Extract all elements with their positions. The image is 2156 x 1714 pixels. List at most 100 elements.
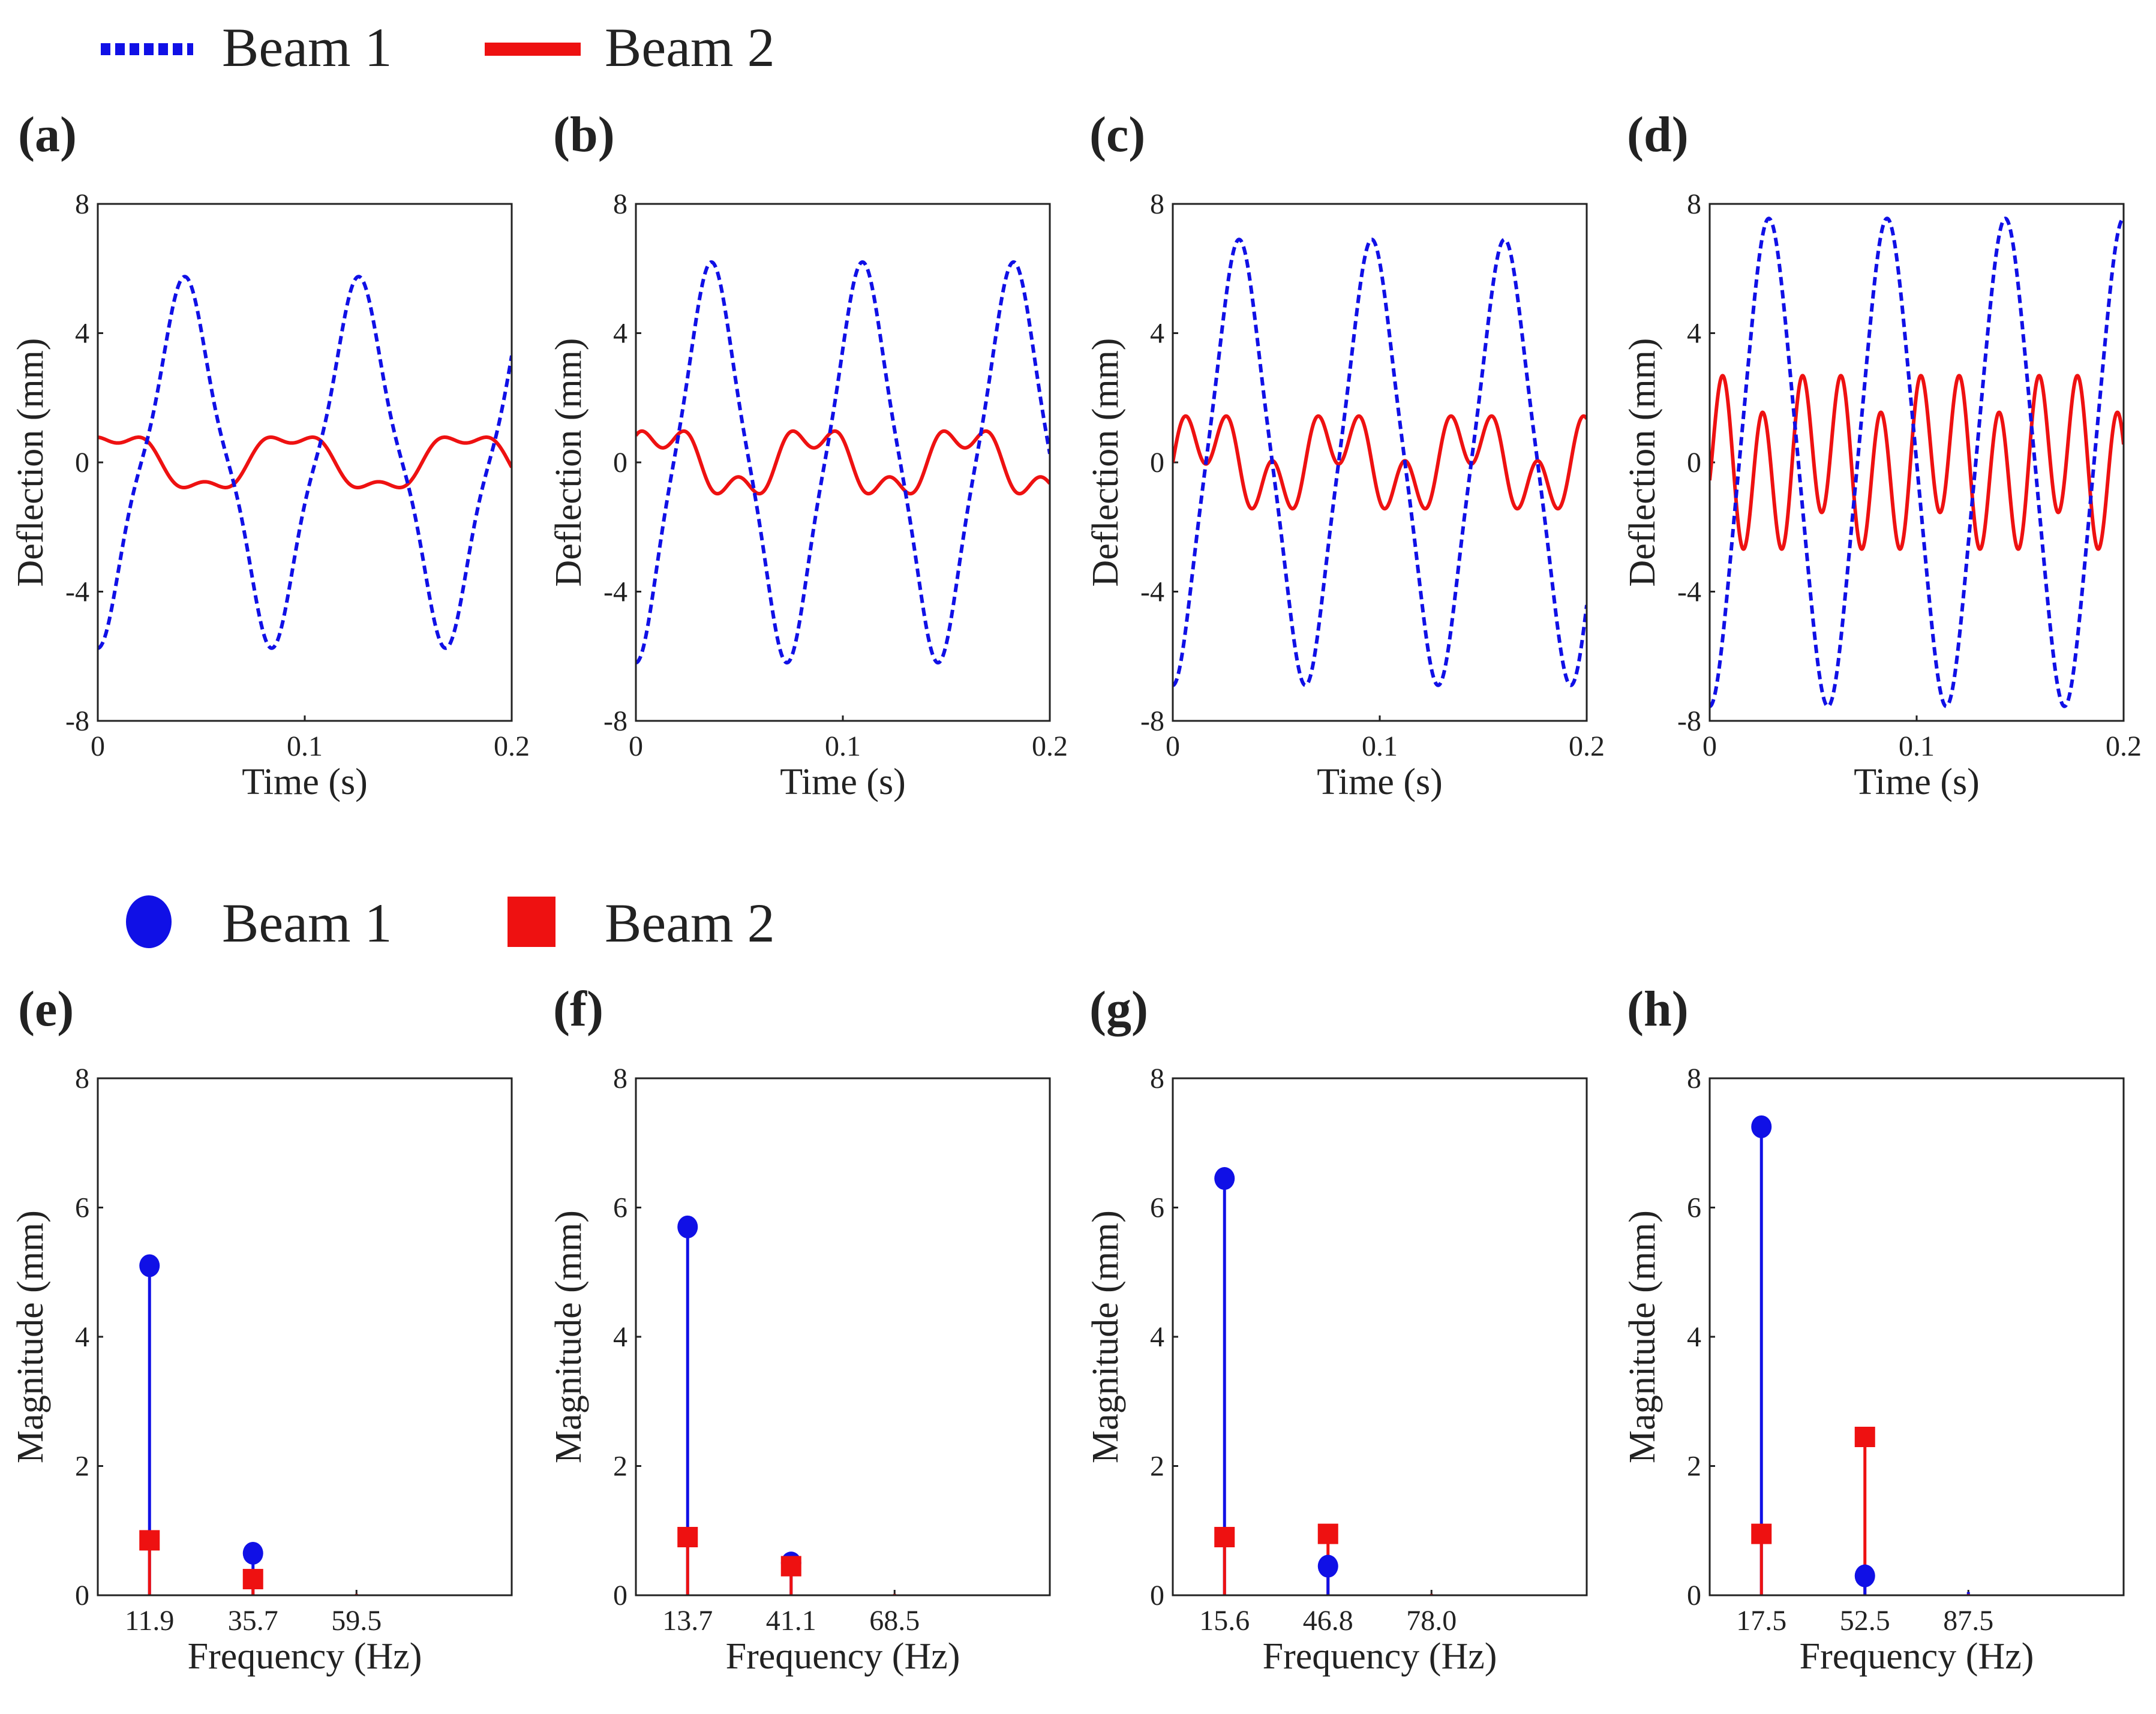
panel-f-xtick-label: 41.1	[766, 1605, 816, 1637]
panel-a-ylabel: Deflection (mm)	[10, 338, 51, 587]
panel-c-data	[1173, 237, 1587, 687]
panel-f-ytick-label: 8	[613, 1063, 627, 1094]
panel-f-beam1-marker	[677, 1215, 698, 1238]
panel-g-ytick-label: 8	[1150, 1063, 1164, 1094]
panel-g-ytick-label: 4	[1150, 1321, 1164, 1353]
panel-f-ytick-label: 2	[613, 1451, 627, 1483]
panel-f-xtick-label: 68.5	[869, 1605, 920, 1637]
panel-b-data	[636, 260, 1050, 665]
panel-e-ytick-label: 6	[75, 1192, 89, 1224]
panel-c-xlabel: Time (s)	[1317, 762, 1443, 802]
panel-d-frame	[1708, 203, 2125, 722]
panel-e-xlabel: Frequency (Hz)	[188, 1636, 422, 1677]
panel-f-beam2-marker	[780, 1556, 801, 1577]
panel-d-ytick-label: 8	[1687, 188, 1701, 220]
panel-e-beam1-marker	[139, 1254, 160, 1277]
panel-f-xlabel: Frequency (Hz)	[726, 1636, 960, 1677]
panel-c-ytick-label: 4	[1150, 318, 1164, 350]
panel-c-ytick-label: -8	[1140, 705, 1164, 737]
panel-h-ytick-label: 8	[1687, 1063, 1701, 1094]
panel-c-xtick-label: 0	[1166, 730, 1180, 762]
panel-h-xtick-label: 52.5	[1840, 1605, 1890, 1637]
panel-d-ylabel: Deflection (mm)	[1622, 338, 1663, 587]
panel-h: (h) 17.5 52.5 87.5 0 2 4 6 8 Frequency (Hz) Magnit…	[1622, 981, 2125, 1677]
panel-c-xtick-label: 0.2	[1569, 730, 1605, 762]
panel-b-ytick-label: -4	[603, 576, 627, 608]
panel-g-frame	[1172, 1077, 1588, 1596]
panel-h-beam1-marker	[1751, 1115, 1772, 1138]
panel-g-ytick-label: 6	[1150, 1192, 1164, 1224]
panel-d-ytick-label: 4	[1687, 318, 1701, 350]
panel-a-ytick-label: -8	[65, 705, 89, 737]
panel-b-ytick-label: -8	[603, 705, 627, 737]
panel-e-beam2-marker	[242, 1569, 263, 1590]
panel-a-xlabel: Time (s)	[242, 762, 368, 802]
panel-d-beam1-line	[1710, 216, 2124, 708]
panel-f-ytick-label: 4	[613, 1321, 627, 1353]
panel-h-xtick-label: 17.5	[1736, 1605, 1786, 1637]
panel-f-ylabel: Magnitude (mm)	[548, 1210, 589, 1463]
panel-e-ytick-label: 0	[75, 1580, 89, 1611]
panel-e-beam1-marker	[242, 1541, 263, 1565]
panel-c-ylabel: Deflection (mm)	[1085, 338, 1126, 587]
panel-h-beam2-marker	[1751, 1523, 1772, 1544]
legend-bottom-beam2-marker	[508, 897, 555, 947]
panel-e-beam2-marker	[139, 1530, 160, 1551]
panel-g-xtick-label: 46.8	[1303, 1605, 1353, 1637]
panel-g-xtick-label: 78.0	[1406, 1605, 1457, 1637]
panel-a-ytick-label: -4	[65, 576, 89, 608]
panel-a-beam2-line	[98, 435, 512, 489]
panel-h-ytick-label: 6	[1687, 1192, 1701, 1224]
panel-g-ytick-label: 2	[1150, 1451, 1164, 1483]
panel-g-letter: (g)	[1089, 981, 1148, 1037]
panel-b-letter: (b)	[553, 107, 615, 163]
panel-c-ytick-label: 8	[1150, 188, 1164, 220]
panel-d-ytick-label: -8	[1677, 705, 1701, 737]
panel-e-letter: (e)	[18, 981, 74, 1037]
panel-b-ytick-label: 0	[613, 447, 627, 479]
panel-e-ytick-label: 4	[75, 1321, 89, 1353]
panel-f-ytick-label: 6	[613, 1192, 627, 1224]
panel-d-data	[1710, 216, 2124, 708]
panel-g-xlabel: Frequency (Hz)	[1263, 1636, 1497, 1677]
panel-a-xtick-label: 0.1	[287, 730, 323, 762]
panel-f-xtick-label: 13.7	[662, 1605, 713, 1637]
panel-a-ytick-label: 4	[75, 318, 89, 350]
panel-h-beam2-marker	[1854, 1427, 1875, 1448]
panel-d-letter: (d)	[1627, 107, 1689, 163]
panel-h-frame	[1708, 1077, 2125, 1596]
panel-c-beam2-line	[1173, 414, 1587, 511]
panel-b-xtick-label: 0.1	[825, 730, 861, 762]
panel-b-xtick-label: 0.2	[1032, 730, 1068, 762]
legend-top: Beam 1 Beam 2	[101, 17, 775, 78]
panel-d-xtick-label: 0.1	[1899, 730, 1935, 762]
panel-a-beam1-line	[98, 275, 512, 650]
panel-d-ytick-label: -4	[1677, 576, 1701, 608]
panel-h-xtick-label: 87.5	[1943, 1605, 1993, 1637]
panel-d-xlabel: Time (s)	[1854, 762, 1980, 802]
panel-d-xtick-label: 0.2	[2106, 730, 2142, 762]
legend-top-beam1-label: Beam 1	[222, 17, 392, 78]
panel-h-beam1-marker	[1854, 1564, 1875, 1587]
legend-bottom-beam2-label: Beam 2	[605, 892, 775, 954]
panel-e-ytick-label: 2	[75, 1451, 89, 1483]
panel-a-xtick-label: 0	[91, 730, 105, 762]
panel-b-ytick-label: 4	[613, 318, 627, 350]
panel-c-ytick-label: 0	[1150, 447, 1164, 479]
panel-e-xtick-label: 11.9	[125, 1605, 174, 1637]
panel-a-xtick-label: 0.2	[494, 730, 530, 762]
panel-a: (a) 0 0.1 0.2 -8 -4 0 4 8 Time (s) Deflection (mm)	[10, 107, 530, 802]
legend-top-beam2-label: Beam 2	[605, 17, 775, 78]
panel-e-xtick-label: 35.7	[228, 1605, 278, 1637]
panel-d-ytick-label: 0	[1687, 447, 1701, 479]
panel-b: (b) 0 0.1 0.2 -8 -4 0 4 8 Time (s) Deflection (mm)	[548, 107, 1068, 802]
panel-b-beam1-line	[636, 260, 1050, 665]
panel-h-ytick-label: 4	[1687, 1321, 1701, 1353]
panel-e: (e) 11.9 35.7 59.5 0 2 4 6 8 Frequency (Hz) Magnit…	[10, 981, 513, 1677]
panel-a-letter: (a)	[18, 107, 77, 163]
panel-d: (d) 0 0.1 0.2 -8 -4 0 4 8 Time (s) Deflection (mm)	[1622, 107, 2142, 802]
panel-g-ytick-label: 0	[1150, 1580, 1164, 1611]
panel-a-ytick-label: 8	[75, 188, 89, 220]
panel-g-beam2-marker	[1214, 1527, 1235, 1548]
panel-g-ylabel: Magnitude (mm)	[1085, 1210, 1126, 1463]
